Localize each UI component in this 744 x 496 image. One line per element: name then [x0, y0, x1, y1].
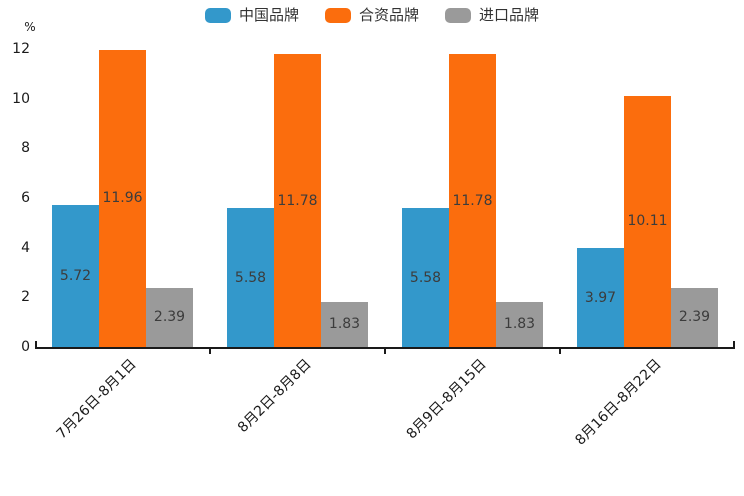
y-axis-tick-label: 8 — [21, 140, 30, 157]
bar: 5.58 — [402, 208, 449, 347]
y-axis-unit-label: % — [24, 20, 36, 34]
bar: 11.96 — [99, 49, 146, 347]
bar: 2.39 — [146, 287, 193, 347]
bar: 1.83 — [321, 301, 368, 347]
bar-value-label: 1.83 — [328, 316, 361, 333]
bar: 3.97 — [577, 248, 624, 347]
bar-value-label: 5.58 — [234, 269, 267, 286]
legend-marker — [324, 8, 351, 23]
bar-value-label: 11.78 — [277, 192, 318, 209]
legend-item: 合资品牌 — [324, 6, 419, 24]
bar-value-label: 3.97 — [584, 289, 617, 306]
bar: 1.83 — [496, 301, 543, 347]
bar-value-label: 5.58 — [409, 269, 442, 286]
x-axis-line — [35, 347, 735, 349]
x-axis-category-label: 8月9日-8月15日 — [403, 356, 490, 443]
x-axis-category-label: 8月16日-8月22日 — [571, 356, 665, 449]
bar: 5.58 — [227, 208, 274, 347]
x-axis-end-tick — [733, 341, 735, 349]
bar: 11.78 — [449, 54, 496, 347]
x-axis-category-label: 8月2日-8月8日 — [234, 356, 315, 436]
bar-value-label: 10.11 — [627, 213, 668, 230]
x-axis-boundary-tick — [384, 349, 386, 354]
y-axis-tick-label: 10 — [12, 90, 30, 107]
legend-marker — [204, 8, 231, 23]
bar-value-label: 11.78 — [452, 192, 493, 209]
bar-value-label: 2.39 — [153, 309, 186, 326]
x-axis-boundary-tick — [209, 349, 211, 354]
legend-item: 中国品牌 — [204, 6, 299, 24]
bar: 10.11 — [624, 95, 671, 347]
y-axis-tick-label: 12 — [12, 41, 30, 57]
bar: 5.72 — [52, 204, 99, 347]
legend-marker — [445, 8, 471, 23]
bar: 2.39 — [671, 287, 718, 347]
legend-item-label: 中国品牌 — [238, 6, 299, 24]
bar-value-label: 2.39 — [678, 309, 711, 326]
bar-value-label: 1.83 — [503, 316, 536, 333]
bar-value-label: 5.72 — [59, 267, 92, 284]
chart-legend: 中国品牌 合资品牌 进口品牌 — [0, 8, 744, 23]
x-axis-category-label: 7月26日-8月1日 — [53, 356, 140, 443]
x-axis-boundary-tick — [559, 349, 561, 354]
legend-item-label: 合资品牌 — [358, 6, 419, 24]
legend-item: 进口品牌 — [445, 8, 539, 23]
bar: 11.78 — [274, 54, 321, 347]
x-axis-end-tick — [35, 341, 37, 349]
legend-item-label: 进口品牌 — [479, 6, 540, 24]
y-axis-tick-label: 0 — [21, 339, 30, 355]
y-axis-tick-label: 2 — [21, 289, 30, 306]
y-axis-tick-label: 4 — [21, 239, 30, 256]
y-axis-tick-label: 6 — [21, 190, 30, 206]
bar-value-label: 11.96 — [102, 190, 143, 207]
